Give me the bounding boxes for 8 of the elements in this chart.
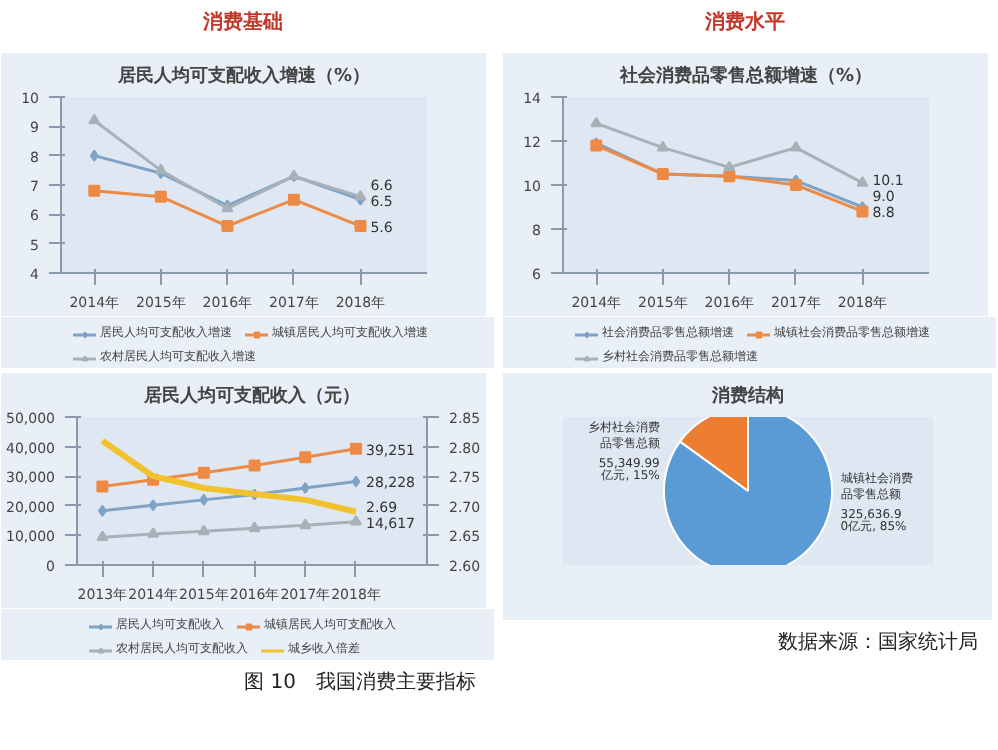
text: 消费基础 bbox=[203, 10, 283, 38]
chart-title: 消费结构 bbox=[710, 385, 784, 407]
chart-title: 居民人均可支配收入增速（%） bbox=[115, 65, 371, 87]
chart-title: 居民人均可支配收入（元） bbox=[142, 385, 360, 407]
source-note: 数据来源：国家统计局 bbox=[778, 630, 978, 658]
chart-title: 社会消费品零售总额增速（%） bbox=[617, 65, 873, 87]
text: 消费水平 bbox=[705, 10, 785, 38]
caption: 图 10 我国消费主要指标 bbox=[244, 670, 476, 698]
